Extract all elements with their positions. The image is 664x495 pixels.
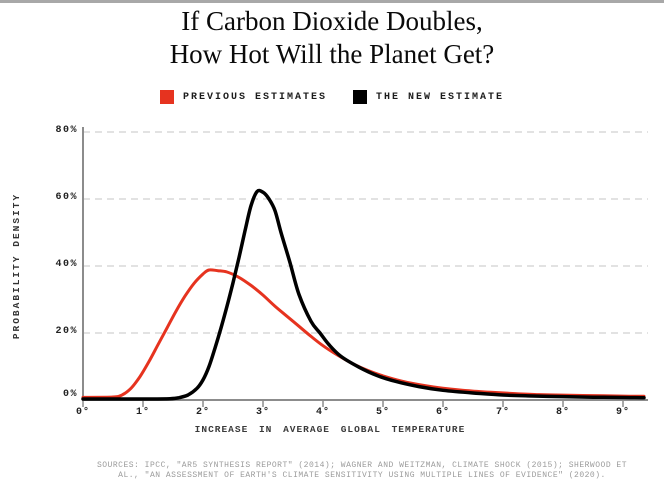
- legend-label-previous-estimates: PREVIOUS ESTIMATES: [182, 91, 327, 103]
- y-tick-label-80: 80%: [55, 125, 78, 136]
- chart-title: If Carbon Dioxide Doubles, How Hot Will …: [0, 5, 664, 71]
- sources-line2: AL., "AN ASSESSMENT OF EARTH'S CLIMATE S…: [118, 471, 606, 480]
- x-tick-label-9: 9°: [615, 407, 630, 418]
- x-tick-label-0: 0°: [75, 407, 90, 418]
- x-tick-label-6: 6°: [435, 407, 450, 418]
- y-tick-label-40: 40%: [55, 259, 78, 270]
- y-tick-label-0: 0%: [62, 389, 78, 400]
- chart-title-line1: If Carbon Dioxide Doubles,: [181, 6, 483, 36]
- y-tick-label-20: 20%: [55, 326, 78, 337]
- legend-item-previous-estimates: PREVIOUS ESTIMATES: [159, 90, 327, 104]
- legend-item-new-estimate: THE NEW ESTIMATE: [353, 90, 504, 104]
- x-tick-label-1: 1°: [135, 407, 150, 418]
- x-tick-label-3: 3°: [255, 407, 270, 418]
- y-axis-title: PROBABILITY DENSITY: [11, 192, 22, 340]
- sources-note: SOURCES: IPCC, "AR5 SYNTHESIS REPORT" (2…: [60, 461, 664, 481]
- x-tick-label-5: 5°: [375, 407, 390, 418]
- top-border: [0, 0, 664, 3]
- sources-line1: SOURCES: IPCC, "AR5 SYNTHESIS REPORT" (2…: [96, 461, 628, 470]
- chart-title-line2: How Hot Will the Planet Get?: [169, 39, 495, 69]
- legend-label-new-estimate: THE NEW ESTIMATE: [376, 91, 505, 103]
- legend-swatch-black: [353, 90, 367, 104]
- x-axis-title: INCREASE IN AVERAGE GLOBAL TEMPERATURE: [194, 424, 466, 435]
- x-tick-label-8: 8°: [555, 407, 570, 418]
- x-tick-label-4: 4°: [315, 407, 330, 418]
- x-tick-label-7: 7°: [495, 407, 510, 418]
- y-tick-label-60: 60%: [55, 192, 78, 203]
- x-tick-label-2: 2°: [195, 407, 210, 418]
- legend: PREVIOUS ESTIMATES THE NEW ESTIMATE: [0, 88, 664, 106]
- curve-previous-estimates: [81, 268, 646, 399]
- legend-swatch-red: [159, 90, 174, 104]
- curve-the-new-estimate: [81, 188, 646, 401]
